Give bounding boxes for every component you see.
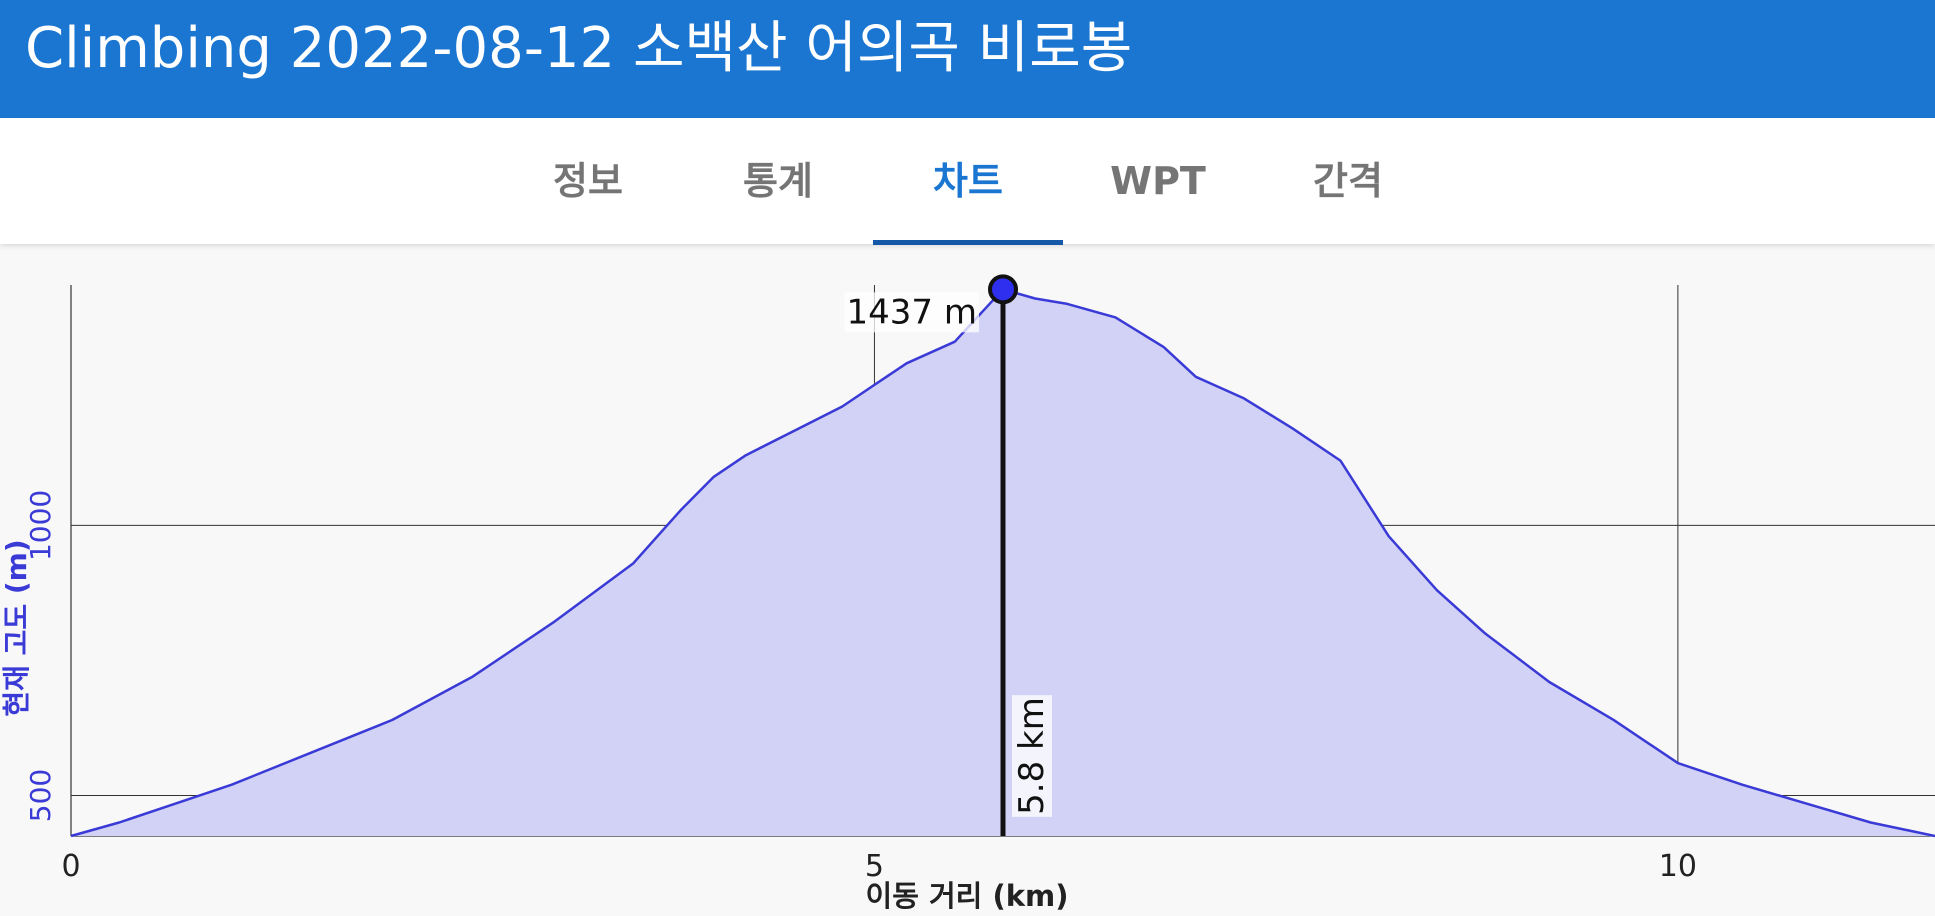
tab-wpt[interactable]: WPT xyxy=(1110,159,1206,203)
tab-interval[interactable]: 간격 xyxy=(1313,159,1383,203)
tab-info[interactable]: 정보 xyxy=(553,159,623,203)
x-axis-title: 이동 거리 (km) xyxy=(866,879,1069,913)
tab-stats[interactable]: 통계 xyxy=(743,159,813,203)
cursor-distance-label-bg xyxy=(1012,695,1052,817)
cursor-elevation-label: 1437 m xyxy=(847,292,977,332)
x-tick-label: 0 xyxy=(61,849,80,884)
y-axis-title: 현재 고도 (m) xyxy=(0,539,33,716)
cursor-distance-label: 5.8 km xyxy=(1012,697,1052,815)
tab-bar: 정보 통계 차트 WPT 간격 xyxy=(0,118,1935,245)
app-bar: Climbing 2022-08-12 소백산 어의곡 비로봉 xyxy=(0,0,1935,118)
elevation-chart[interactable]: 0 5 10 500 1000 이동 거리 (km) 현재 고도 (m) 1437 m 5.8… xyxy=(0,244,1935,916)
tab-indicator xyxy=(873,240,1063,245)
chart-cursor[interactable]: 1437 m 5.8 km xyxy=(844,274,1052,836)
y-tick-label: 1000 xyxy=(24,490,57,561)
y-tick-label: 500 xyxy=(24,769,57,822)
app-title: Climbing 2022-08-12 소백산 어의곡 비로봉 xyxy=(25,16,1133,81)
x-tick-label: 10 xyxy=(1659,849,1697,884)
elevation-line xyxy=(70,288,1935,838)
chart-labels: 0 5 10 500 1000 이동 거리 (km) 현재 고도 (m) xyxy=(0,490,1697,913)
tab-chart[interactable]: 차트 xyxy=(933,159,1003,203)
cursor-marker xyxy=(988,274,1018,305)
x-tick-label: 5 xyxy=(865,849,884,884)
cursor-elevation-label-bg xyxy=(844,292,979,333)
